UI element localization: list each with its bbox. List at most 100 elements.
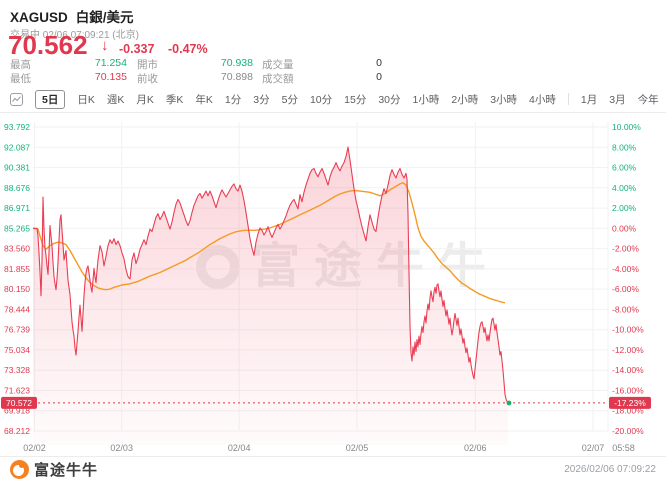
stat-turnover-value: 0 (376, 71, 382, 83)
svg-text:83.560: 83.560 (4, 244, 30, 254)
svg-text:8.00%: 8.00% (612, 142, 637, 152)
tab-15分[interactable]: 15分 (344, 93, 367, 106)
stat-open-value: 70.938 (220, 57, 253, 69)
stat-open-label: 開市 (137, 59, 158, 71)
tab-3小時[interactable]: 3小時 (490, 93, 518, 106)
tab-5日[interactable]: 5日 (35, 89, 66, 109)
price-change-percent: -0.47% (168, 42, 208, 56)
svg-text:80.150: 80.150 (4, 284, 30, 294)
tab-1分[interactable]: 1分 (224, 93, 242, 106)
tab-4小時[interactable]: 4小時 (529, 93, 556, 106)
svg-text:93.792: 93.792 (4, 122, 30, 132)
tab-5分[interactable]: 5分 (281, 93, 298, 106)
last-price: 70.562 (8, 30, 88, 60)
svg-text:-14.00%: -14.00% (612, 365, 644, 375)
footer-timestamp: 2026/02/06 07:09:22 (564, 464, 656, 475)
svg-text:-10.00%: -10.00% (612, 325, 644, 335)
svg-text:6.00%: 6.00% (612, 163, 637, 173)
svg-text:-8.00%: -8.00% (612, 304, 639, 314)
svg-text:-16.00%: -16.00% (612, 386, 644, 396)
svg-text:-18.00%: -18.00% (612, 406, 644, 416)
svg-text:02/06: 02/06 (464, 443, 487, 453)
tab-日K[interactable]: 日K (77, 93, 95, 106)
price-axis-labels: 93.792 92.087 90.381 88.676 86.971 85.265 83.5… (4, 122, 30, 436)
svg-text:02/04: 02/04 (228, 443, 251, 453)
svg-text:92.087: 92.087 (4, 142, 30, 152)
stat-turnover-label: 成交額 (262, 73, 294, 85)
footer-brand-text: 富途牛牛 (34, 462, 99, 479)
svg-text:86.971: 86.971 (4, 203, 30, 213)
tabbar-divider (0, 112, 666, 113)
tab-separator (567, 93, 569, 105)
tab-30分[interactable]: 30分 (378, 93, 401, 106)
svg-text:-4.00%: -4.00% (612, 264, 639, 274)
futu-logo-icon (10, 460, 29, 479)
tab-季K[interactable]: 季K (165, 93, 184, 106)
svg-text:81.855: 81.855 (4, 264, 30, 274)
stat-volume-value: 0 (376, 57, 382, 69)
date-axis-labels: 02/02 02/03 02/04 02/05 02/06 02/07 05:58 (23, 443, 635, 453)
period-tabbar: 5日 日K 週K 月K 季K 年K 1分 3分 5分 10分 15分 30分 1小時 2小時 3小時 4小時 1… (10, 88, 666, 110)
tab-2小時[interactable]: 2小時 (451, 93, 479, 106)
average-price-line (32, 182, 506, 304)
svg-text:71.623: 71.623 (4, 386, 30, 396)
svg-text:85.265: 85.265 (4, 223, 30, 233)
current-percent-badge (609, 396, 651, 409)
tab-1月[interactable]: 1月 (580, 93, 598, 106)
svg-text:-12.00%: -12.00% (612, 345, 644, 355)
price-chart[interactable]: 93.792 92.087 90.381 88.676 86.971 85.265 83.5… (0, 113, 666, 456)
footer-brand: 富途牛牛 (10, 459, 98, 480)
svg-text:90.381: 90.381 (4, 163, 30, 173)
svg-text:02/05: 02/05 (346, 443, 369, 453)
price-down-arrow-icon: ↓ (101, 37, 109, 54)
svg-text:-2.00%: -2.00% (612, 244, 639, 254)
svg-text:0.00%: 0.00% (612, 223, 637, 233)
tab-年K[interactable]: 年K (195, 93, 213, 106)
stat-high-value: 71.254 (94, 57, 127, 69)
instrument-name: 白銀/美元 (75, 10, 134, 25)
svg-text:05:58: 05:58 (612, 443, 635, 453)
tab-月K[interactable]: 月K (136, 93, 154, 106)
symbol: XAGUSD (10, 10, 68, 25)
current-percent-badge-text: -17.23% (614, 398, 646, 408)
current-price-badge (1, 396, 37, 409)
svg-text:-6.00%: -6.00% (612, 284, 639, 294)
session-status: 交易中 02/06 07:09:21 (北京) (10, 30, 139, 41)
minute-chart-icon[interactable] (10, 92, 23, 106)
stat-high-label: 最高 (10, 59, 31, 71)
svg-text:68.212: 68.212 (4, 426, 30, 436)
svg-text:88.676: 88.676 (4, 183, 30, 193)
svg-text:76.739: 76.739 (4, 325, 30, 335)
price-area-fill (33, 147, 508, 445)
tab-1小時[interactable]: 1小時 (412, 93, 440, 106)
svg-text:-20.00%: -20.00% (612, 426, 644, 436)
stat-low-label: 最低 (10, 73, 31, 85)
tab-今年[interactable]: 今年 (637, 93, 659, 106)
latest-point-dot (506, 400, 512, 406)
tab-週K[interactable]: 週K (106, 93, 125, 106)
svg-text:02/02: 02/02 (23, 443, 46, 453)
stat-prev-close-value: 70.898 (220, 71, 253, 83)
stat-volume-label: 成交量 (262, 59, 294, 71)
footer-divider (0, 456, 666, 457)
tab-3分[interactable]: 3分 (253, 93, 270, 106)
svg-text:2.00%: 2.00% (612, 203, 637, 213)
svg-text:73.328: 73.328 (4, 365, 30, 375)
svg-text:4.00%: 4.00% (612, 183, 637, 193)
svg-text:78.444: 78.444 (4, 304, 30, 314)
svg-text:02/03: 02/03 (110, 443, 133, 453)
tab-10分[interactable]: 10分 (309, 93, 333, 106)
price-change: -0.337 (119, 42, 155, 56)
svg-text:69.918: 69.918 (4, 406, 30, 416)
stat-prev-close-label: 前收 (137, 73, 158, 85)
svg-text:10.00%: 10.00% (612, 122, 641, 132)
price-line (33, 146, 509, 404)
svg-text:75.034: 75.034 (4, 345, 30, 355)
percent-axis-labels: 10.00% 8.00% 6.00% 4.00% 2.00% 0.00% -2.00% -4.… (612, 122, 644, 436)
stat-low-value: 70.135 (94, 71, 127, 83)
instrument-title: XAGUSD 白銀/美元 (10, 6, 134, 26)
svg-text:02/07: 02/07 (582, 443, 605, 453)
current-price-badge-text: 70.572 (6, 398, 32, 408)
tab-3月[interactable]: 3月 (609, 93, 626, 106)
